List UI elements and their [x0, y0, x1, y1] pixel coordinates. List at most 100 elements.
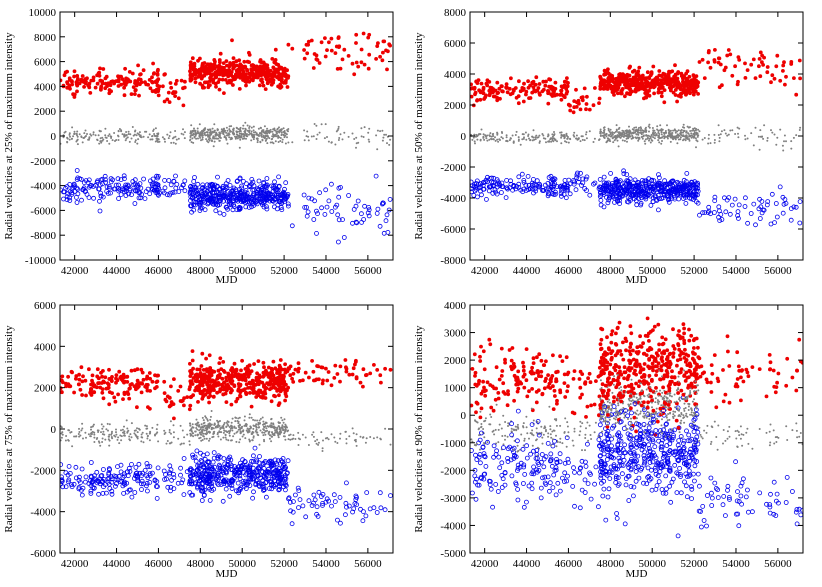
gray-point: [146, 437, 149, 440]
gray-point: [280, 416, 283, 419]
red-point: [657, 69, 662, 73]
blue-point: [131, 475, 137, 481]
gray-point: [196, 130, 199, 133]
x-axis-title: MJD: [625, 274, 647, 286]
gray-point: [690, 136, 693, 139]
blue-point: [251, 195, 257, 201]
gray-point: [648, 139, 650, 142]
blue-point: [531, 181, 537, 187]
blue-point: [122, 176, 127, 182]
gray-point: [528, 137, 530, 140]
gray-point: [625, 129, 628, 132]
blue-point: [79, 197, 84, 203]
red-point: [564, 91, 569, 96]
gray-point: [479, 133, 482, 136]
gray-point: [192, 435, 195, 438]
blue-point: [226, 199, 232, 205]
gray-point: [134, 139, 137, 142]
red-point: [155, 73, 160, 77]
blue-point: [213, 192, 219, 198]
blue-point: [329, 209, 335, 214]
blue-point: [617, 198, 622, 203]
red-point: [128, 383, 133, 387]
gray-point: [701, 138, 704, 141]
gray-point: [139, 134, 142, 137]
gray-point: [197, 137, 199, 140]
blue-point: [584, 188, 589, 193]
gray-point: [85, 436, 87, 439]
blue-point: [546, 186, 551, 191]
blue-point: [136, 195, 142, 201]
gray-point: [76, 130, 79, 133]
gray-point: [628, 134, 631, 137]
red-point: [188, 403, 193, 408]
gray-point: [99, 137, 102, 140]
gray-point: [255, 133, 258, 136]
gray-point: [163, 137, 166, 140]
gray-point: [668, 131, 671, 134]
gray-point: [216, 419, 219, 422]
blue-point: [551, 176, 557, 182]
blue-point: [562, 177, 568, 183]
y-tick-label: -8000: [30, 230, 56, 242]
blue-point: [564, 187, 569, 193]
red-point: [623, 94, 627, 99]
gray-point: [200, 139, 202, 142]
blue-point: [243, 204, 249, 210]
gray-point: [476, 138, 479, 141]
gray-point: [514, 134, 517, 136]
red-point: [283, 80, 288, 85]
blue-point: [351, 206, 357, 212]
gray-point: [339, 133, 342, 136]
gray-point: [90, 428, 92, 431]
gray-point: [560, 131, 563, 134]
gray-point: [677, 138, 680, 141]
gray-point: [643, 140, 646, 143]
red-point: [601, 87, 606, 91]
blue-point: [264, 206, 270, 212]
red-point: [234, 63, 239, 68]
blue-point: [199, 189, 204, 195]
gray-point: [117, 139, 120, 141]
red-point: [179, 78, 184, 83]
y-tick-label: -4000: [30, 181, 56, 193]
gray-point: [337, 127, 340, 130]
red-point: [210, 63, 215, 67]
blue-point: [618, 191, 624, 197]
blue-point: [173, 173, 178, 179]
red-point: [131, 85, 136, 89]
blue-point: [579, 182, 584, 188]
red-point: [103, 375, 108, 380]
gray-point: [727, 133, 730, 136]
blue-point: [209, 181, 215, 187]
gray-point: [724, 132, 727, 135]
blue-point: [127, 468, 133, 474]
blue-point: [761, 207, 767, 213]
blue-point: [237, 186, 243, 192]
gray-point: [631, 128, 634, 131]
blue-point: [780, 194, 786, 200]
red-point: [580, 95, 585, 99]
gray-point: [219, 137, 222, 139]
red-point: [150, 75, 154, 80]
blue-point: [491, 175, 497, 181]
gray-point: [68, 133, 71, 136]
red-point: [79, 365, 84, 370]
red-point: [60, 374, 65, 379]
red-point: [645, 80, 650, 84]
red-point: [101, 379, 106, 384]
red-point: [537, 82, 542, 86]
blue-point: [757, 216, 763, 221]
gray-point: [182, 442, 185, 445]
gray-point: [614, 134, 617, 137]
blue-point: [564, 182, 570, 188]
gray-point: [658, 133, 661, 135]
blue-point: [277, 192, 283, 198]
red-point: [119, 374, 123, 379]
red-point: [491, 94, 496, 99]
gray-point: [264, 130, 267, 133]
gray-point: [120, 429, 122, 432]
blue-point: [106, 470, 112, 476]
red-point: [145, 385, 149, 390]
red-point: [116, 79, 121, 84]
